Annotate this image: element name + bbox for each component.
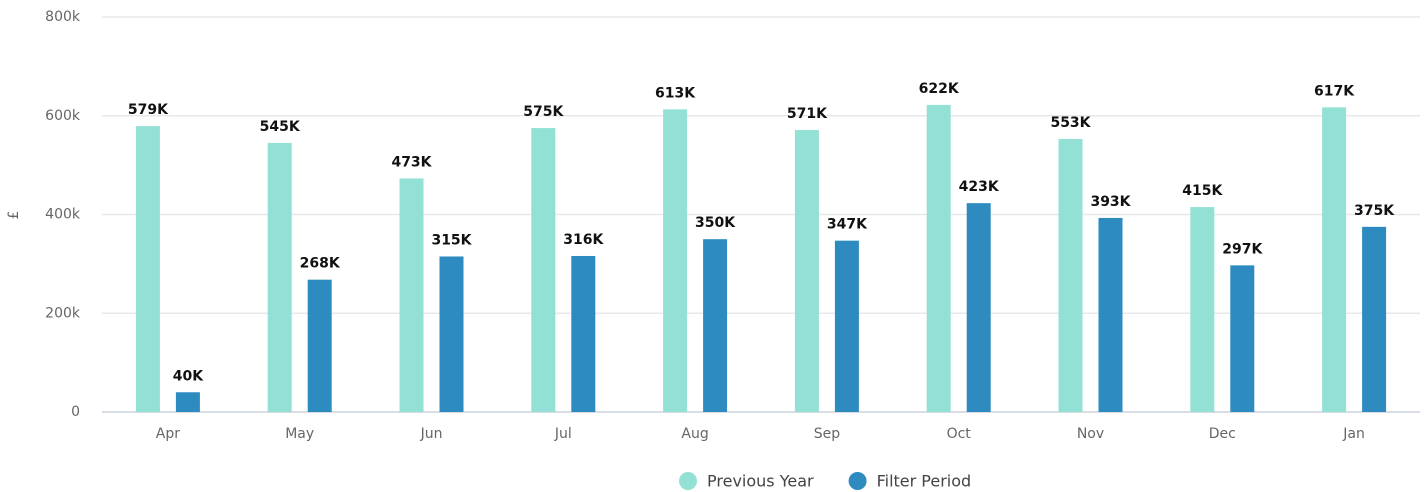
bar xyxy=(1098,217,1123,412)
bar xyxy=(1190,207,1215,412)
data-label: 40K xyxy=(173,368,204,384)
y-tick-label: 800k xyxy=(45,9,81,25)
bar xyxy=(794,130,819,412)
data-label: 575K xyxy=(523,104,564,120)
data-label: 415K xyxy=(1182,183,1223,199)
x-tick-label: Sep xyxy=(814,426,841,442)
bar xyxy=(926,104,951,412)
x-tick-label: Dec xyxy=(1209,426,1236,442)
x-tick-label: Aug xyxy=(681,426,708,442)
data-label: 315K xyxy=(431,232,472,248)
bar xyxy=(307,279,332,412)
data-label: 617K xyxy=(1314,83,1355,99)
x-tick-label: Jun xyxy=(420,426,443,442)
legend-marker xyxy=(848,472,867,490)
data-label: 553K xyxy=(1050,115,1091,131)
data-label: 297K xyxy=(1222,241,1263,257)
bar xyxy=(1322,107,1347,412)
bar xyxy=(663,109,688,413)
bar xyxy=(1230,265,1255,412)
data-label: 347K xyxy=(827,217,868,233)
bar xyxy=(834,240,859,412)
data-label: 473K xyxy=(391,154,432,170)
x-tick-label: May xyxy=(285,426,314,442)
data-label: 423K xyxy=(959,179,1000,195)
bar xyxy=(135,126,160,413)
bar xyxy=(571,255,596,412)
x-tick-label: Nov xyxy=(1077,426,1104,442)
x-tick-label: Oct xyxy=(947,426,972,442)
legend-label: Filter Period xyxy=(877,472,972,491)
y-tick-label: 400k xyxy=(45,207,81,223)
bar xyxy=(267,142,292,412)
x-tick-label: Jul xyxy=(554,426,572,442)
data-label: 350K xyxy=(695,215,736,231)
data-label: 375K xyxy=(1354,203,1395,219)
data-label: 393K xyxy=(1090,194,1131,210)
data-label: 579K xyxy=(128,102,169,118)
bar xyxy=(175,392,200,412)
data-label: 571K xyxy=(787,106,828,122)
y-tick-label: 200k xyxy=(45,305,81,321)
bar xyxy=(703,239,728,412)
bar xyxy=(439,256,464,412)
y-axis-label: £ xyxy=(6,211,22,220)
data-label: 613K xyxy=(655,85,696,101)
legend-label: Previous Year xyxy=(707,472,814,491)
x-tick-label: Jan xyxy=(1342,426,1365,442)
bar xyxy=(1058,138,1083,413)
data-label: 268K xyxy=(300,256,341,272)
bar xyxy=(1362,226,1387,412)
data-label: 545K xyxy=(260,119,301,135)
data-label: 316K xyxy=(563,232,604,248)
x-tick-label: Apr xyxy=(156,426,180,442)
y-tick-label: 0 xyxy=(71,404,80,420)
y-tick-label: 600k xyxy=(45,108,81,124)
legend-marker xyxy=(679,472,697,490)
bar xyxy=(399,178,424,412)
bar xyxy=(966,203,991,412)
bar xyxy=(531,128,556,412)
data-label: 622K xyxy=(919,81,960,97)
